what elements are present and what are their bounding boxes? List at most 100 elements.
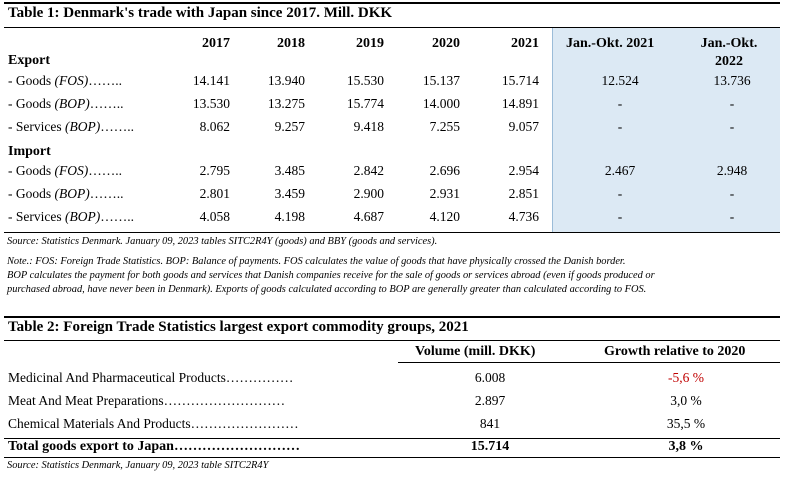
table1-source: Source: Statistics Denmark. January 09, … xyxy=(7,236,438,247)
row-label-method: (BOP) xyxy=(54,186,90,201)
row-label: - Services (BOP)…….. xyxy=(8,119,134,135)
value-cell: 14.000 xyxy=(422,96,460,111)
value-cell: 2.842 xyxy=(353,163,384,178)
period-2022-cell: - xyxy=(729,209,735,224)
year-header: 2021 xyxy=(511,36,539,51)
value-cell: 9.057 xyxy=(508,119,539,134)
period-2022-cell: 13.736 xyxy=(713,73,751,88)
period-2022-cell: - xyxy=(729,119,735,134)
period-2021-cell: - xyxy=(617,186,623,201)
value-cell: 3.459 xyxy=(274,186,305,201)
value-cell: 4.198 xyxy=(274,209,305,224)
table1-title-rule xyxy=(4,27,780,28)
period-header-2022-line2: 2022 xyxy=(715,54,743,69)
value-cell: 2.954 xyxy=(508,163,539,178)
row-label-text: - Goods xyxy=(8,186,55,201)
period-2021-cell: - xyxy=(617,96,623,111)
growth-column-header: Growth relative to 2020 xyxy=(604,344,746,359)
value-cell: 4.120 xyxy=(429,209,460,224)
growth-cell: -5,6 % xyxy=(668,370,704,385)
row-label-text: - Services xyxy=(8,119,65,134)
commodity-label: Chemical Materials And Products…………………… xyxy=(8,416,299,431)
row-label-method: (BOP) xyxy=(64,209,101,224)
row-label: - Goods (BOP)…….. xyxy=(8,96,123,112)
row-label-method: (FOS) xyxy=(54,163,89,178)
table2-bottom-rule xyxy=(4,457,780,458)
row-label-text: - Goods xyxy=(8,96,55,111)
volume-cell: 2.897 xyxy=(474,393,506,408)
year-header: 2019 xyxy=(356,36,384,51)
period-2022-cell: 2.948 xyxy=(716,163,748,178)
value-cell: 15.714 xyxy=(501,73,539,88)
growth-cell: 35,5 % xyxy=(666,416,706,431)
total-growth: 3,8 % xyxy=(668,439,704,454)
value-cell: 15.530 xyxy=(346,73,384,88)
row-label-leader-dots: …….. xyxy=(89,96,124,111)
period-header-2021: Jan.-Okt. 2021 xyxy=(566,36,655,51)
value-cell: 15.137 xyxy=(422,73,460,88)
table2-header-rule xyxy=(398,362,780,363)
table1-note-line: BOP calculates the payment for both good… xyxy=(7,270,655,281)
value-cell: 7.255 xyxy=(429,119,460,134)
volume-cell: 841 xyxy=(479,416,501,431)
row-label-method: (BOP) xyxy=(64,119,101,134)
table1-top-rule xyxy=(4,2,780,4)
table1-shaded-period-column xyxy=(552,28,780,232)
row-label-text: - Services xyxy=(8,209,65,224)
period-2021-cell: - xyxy=(617,209,623,224)
export-section-label: Export xyxy=(8,53,50,68)
value-cell: 14.141 xyxy=(192,73,230,88)
total-label: Total goods export to Japan……………………… xyxy=(8,439,300,454)
value-cell: 4.736 xyxy=(508,209,539,224)
value-cell: 4.687 xyxy=(353,209,384,224)
year-header: 2017 xyxy=(202,36,230,51)
value-cell: 13.530 xyxy=(192,96,230,111)
value-cell: 13.275 xyxy=(267,96,305,111)
value-cell: 2.851 xyxy=(508,186,539,201)
commodity-label: Meat And Meat Preparations……………………… xyxy=(8,393,286,408)
volume-column-header: Volume (mill. DKK) xyxy=(415,344,536,359)
period-header-2022-line1: Jan.-Okt. xyxy=(700,36,758,51)
table2-total-rule xyxy=(4,438,780,439)
table1-title: Table 1: Denmark's trade with Japan sinc… xyxy=(8,5,393,21)
table1-note-line: Note.: FOS: Foreign Trade Statistics. BO… xyxy=(7,256,626,267)
row-label: - Goods (BOP)…….. xyxy=(8,186,123,202)
value-cell: 15.774 xyxy=(346,96,384,111)
value-cell: 2.696 xyxy=(429,163,460,178)
value-cell: 3.485 xyxy=(274,163,305,178)
value-cell: 2.931 xyxy=(429,186,460,201)
row-label-leader-dots: …….. xyxy=(100,209,134,224)
value-cell: 9.418 xyxy=(353,119,384,134)
row-label-leader-dots: …….. xyxy=(88,163,122,178)
volume-cell: 6.008 xyxy=(474,370,506,385)
row-label: - Goods (FOS)…….. xyxy=(8,163,122,179)
value-cell: 2.900 xyxy=(353,186,384,201)
table2-title-rule xyxy=(4,340,780,341)
growth-cell: 3,0 % xyxy=(670,393,702,408)
row-label-method: (FOS) xyxy=(54,73,89,88)
table2-title: Table 2: Foreign Trade Statistics larges… xyxy=(8,319,469,335)
value-cell: 13.940 xyxy=(267,73,305,88)
value-cell: 8.062 xyxy=(199,119,230,134)
period-2021-cell: 12.524 xyxy=(601,73,639,88)
row-label: - Services (BOP)…….. xyxy=(8,209,134,225)
total-volume: 15.714 xyxy=(470,439,510,454)
value-cell: 2.795 xyxy=(199,163,230,178)
table2-source: Source: Statistics Denmark, January 09, … xyxy=(7,460,269,471)
commodity-label: Medicinal And Pharmaceutical Products………… xyxy=(8,370,294,385)
row-label-leader-dots: …….. xyxy=(89,186,124,201)
year-header: 2018 xyxy=(277,36,305,51)
row-label-leader-dots: …….. xyxy=(100,119,134,134)
table1-bottom-rule xyxy=(4,232,780,233)
table1-shade-divider xyxy=(552,28,553,232)
row-label-text: - Goods xyxy=(8,163,55,178)
value-cell: 2.801 xyxy=(199,186,230,201)
import-section-label: Import xyxy=(8,144,51,159)
value-cell: 14.891 xyxy=(501,96,539,111)
row-label-leader-dots: …….. xyxy=(88,73,122,88)
period-2022-cell: - xyxy=(729,96,735,111)
row-label-method: (BOP) xyxy=(54,96,90,111)
period-2021-cell: 2.467 xyxy=(604,163,636,178)
period-2022-cell: - xyxy=(729,186,735,201)
value-cell: 4.058 xyxy=(199,209,230,224)
